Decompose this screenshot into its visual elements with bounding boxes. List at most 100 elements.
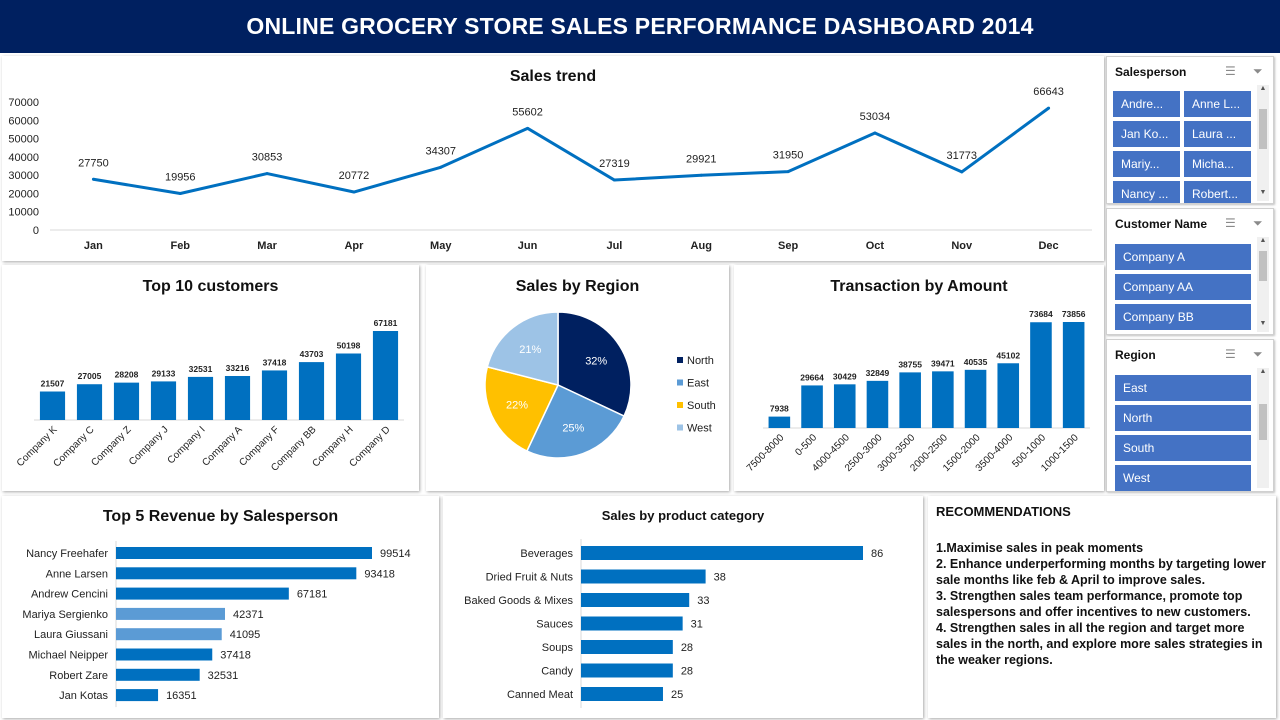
data-label: 33216 bbox=[226, 363, 250, 373]
slicer-item-anne[interactable]: Anne L... bbox=[1184, 91, 1251, 117]
multi-select-icon[interactable]: ☰ bbox=[1225, 216, 1236, 230]
top-revenue-salesperson-panel: Top 5 Revenue by Salesperson Nancy Freeh… bbox=[2, 496, 439, 718]
recommendations-panel: RECOMMENDATIONS 1.Maximise sales in peak… bbox=[928, 496, 1276, 718]
slicer-item-west[interactable]: West bbox=[1115, 465, 1251, 491]
slicer-item-east[interactable]: East bbox=[1115, 375, 1251, 401]
sales-by-region-chart: 32% 25% 22% 21% North East South West bbox=[484, 311, 716, 459]
legend-label: North bbox=[687, 355, 714, 367]
data-label: 37418 bbox=[220, 650, 251, 662]
scrollbar-thumb[interactable] bbox=[1259, 109, 1267, 149]
bar bbox=[581, 593, 690, 607]
bar bbox=[801, 385, 823, 428]
slicer-item-south[interactable]: South bbox=[1115, 435, 1251, 461]
y-tick-label: Jan Kotas bbox=[59, 690, 108, 702]
x-tick-label: Nov bbox=[951, 240, 973, 252]
scroll-up-icon[interactable]: ▲ bbox=[1259, 368, 1267, 375]
bar bbox=[335, 353, 362, 420]
scroll-down-icon[interactable]: ▼ bbox=[1259, 189, 1267, 196]
bar bbox=[261, 370, 288, 420]
scroll-down-icon[interactable]: ▼ bbox=[1259, 320, 1267, 327]
data-point bbox=[352, 190, 356, 194]
dashboard-title: ONLINE GROCERY STORE SALES PERFORMANCE D… bbox=[0, 0, 1280, 53]
slicer-item-andrew[interactable]: Andre... bbox=[1113, 91, 1180, 117]
bar bbox=[224, 375, 251, 420]
y-tick-label: Sauces bbox=[536, 619, 573, 631]
x-tick-label: Aug bbox=[691, 240, 712, 252]
x-tick-label: 7500-8000 bbox=[745, 432, 787, 474]
slice-label: 22% bbox=[506, 399, 528, 411]
legend-swatch bbox=[677, 402, 683, 408]
x-tick-label: Company Z bbox=[89, 424, 133, 468]
scrollbar-thumb[interactable] bbox=[1259, 404, 1267, 440]
data-point bbox=[960, 170, 964, 174]
bar bbox=[372, 331, 399, 420]
data-label: 73684 bbox=[1029, 309, 1053, 319]
transaction-amount-chart: 79387500-8000296640-500304294000-4500328… bbox=[745, 309, 1090, 474]
slicer-item-mariya[interactable]: Mariy... bbox=[1113, 151, 1180, 177]
slicer-item-company-a[interactable]: Company A bbox=[1115, 244, 1251, 270]
clear-filter-icon[interactable]: ⏷ bbox=[1253, 216, 1263, 230]
legend-label: West bbox=[687, 423, 712, 435]
bar bbox=[76, 384, 103, 420]
slicer-item-robert[interactable]: Robert... bbox=[1184, 181, 1251, 203]
y-tick-label: Laura Giussani bbox=[34, 629, 108, 641]
data-label: 43703 bbox=[300, 349, 324, 359]
data-point bbox=[699, 173, 703, 177]
bar bbox=[113, 382, 140, 420]
sales-trend-panel: Sales trend 0 10000 20000 30000 40000 50000 60… bbox=[2, 56, 1104, 261]
x-tick-label: Dec bbox=[1038, 240, 1058, 252]
data-label: 30429 bbox=[833, 371, 857, 381]
slicer-header: Salesperson ☰ ⏷ bbox=[1107, 57, 1273, 83]
x-tick-label: Company J bbox=[127, 424, 171, 468]
data-label: 27750 bbox=[78, 157, 109, 169]
multi-select-icon[interactable]: ☰ bbox=[1225, 347, 1236, 361]
bar bbox=[581, 616, 683, 631]
scrollbar-thumb[interactable] bbox=[1259, 251, 1267, 281]
slicer-item-jan[interactable]: Jan Ko... bbox=[1113, 121, 1180, 147]
clear-filter-icon[interactable]: ⏷ bbox=[1253, 64, 1263, 78]
slicer-header: Customer Name ☰ ⏷ bbox=[1107, 209, 1273, 235]
bar bbox=[581, 546, 863, 560]
data-label: 21507 bbox=[41, 379, 65, 389]
bar bbox=[1030, 322, 1052, 428]
data-point bbox=[873, 131, 877, 135]
clear-filter-icon[interactable]: ⏷ bbox=[1253, 347, 1263, 361]
data-label: 66643 bbox=[1033, 86, 1064, 98]
bar bbox=[899, 372, 921, 428]
pie-slice bbox=[484, 365, 560, 453]
multi-select-icon[interactable]: ☰ bbox=[1225, 64, 1236, 78]
bar bbox=[116, 689, 159, 702]
pie-slice bbox=[525, 384, 626, 459]
slicer-scrollbar[interactable]: ▲ ▼ bbox=[1257, 237, 1269, 332]
slicer-item-company-aa[interactable]: Company AA bbox=[1115, 274, 1251, 300]
slicer-item-michael[interactable]: Micha... bbox=[1184, 151, 1251, 177]
legend-swatch bbox=[677, 379, 683, 386]
x-tick-label: May bbox=[430, 240, 452, 252]
pie-slice bbox=[557, 311, 632, 418]
recommendations-title: RECOMMENDATIONS bbox=[936, 504, 1071, 519]
scroll-up-icon[interactable]: ▲ bbox=[1259, 85, 1267, 92]
x-tick-label: 0-500 bbox=[793, 432, 819, 458]
y-tick-label: Soups bbox=[542, 642, 574, 654]
data-label: 25 bbox=[671, 689, 683, 701]
legend-swatch bbox=[677, 357, 683, 363]
slicer-item-nancy[interactable]: Nancy ... bbox=[1113, 181, 1180, 203]
slicer-scrollbar[interactable]: ▲ bbox=[1257, 368, 1269, 488]
slicer-item-laura[interactable]: Laura ... bbox=[1184, 121, 1251, 147]
slicer-item-north[interactable]: North bbox=[1115, 405, 1251, 431]
data-label: 50198 bbox=[337, 340, 361, 350]
bar bbox=[866, 380, 889, 428]
data-label: 32849 bbox=[866, 368, 890, 378]
data-label: 28 bbox=[681, 642, 693, 654]
data-label: 28 bbox=[681, 666, 693, 678]
sales-by-region-title: Sales by Region bbox=[515, 278, 640, 295]
sales-trend-title: Sales trend bbox=[509, 68, 597, 85]
slicer-item-company-bb[interactable]: Company BB bbox=[1115, 304, 1251, 330]
scroll-up-icon[interactable]: ▲ bbox=[1259, 237, 1267, 244]
y-tick-label: Beverages bbox=[520, 548, 573, 560]
y-tick-label: 60000 bbox=[8, 115, 39, 127]
slicer-header: Region ☰ ⏷ bbox=[1107, 340, 1273, 366]
slicer-scrollbar[interactable]: ▲ ▼ bbox=[1257, 85, 1269, 201]
data-label: 42371 bbox=[233, 609, 264, 621]
